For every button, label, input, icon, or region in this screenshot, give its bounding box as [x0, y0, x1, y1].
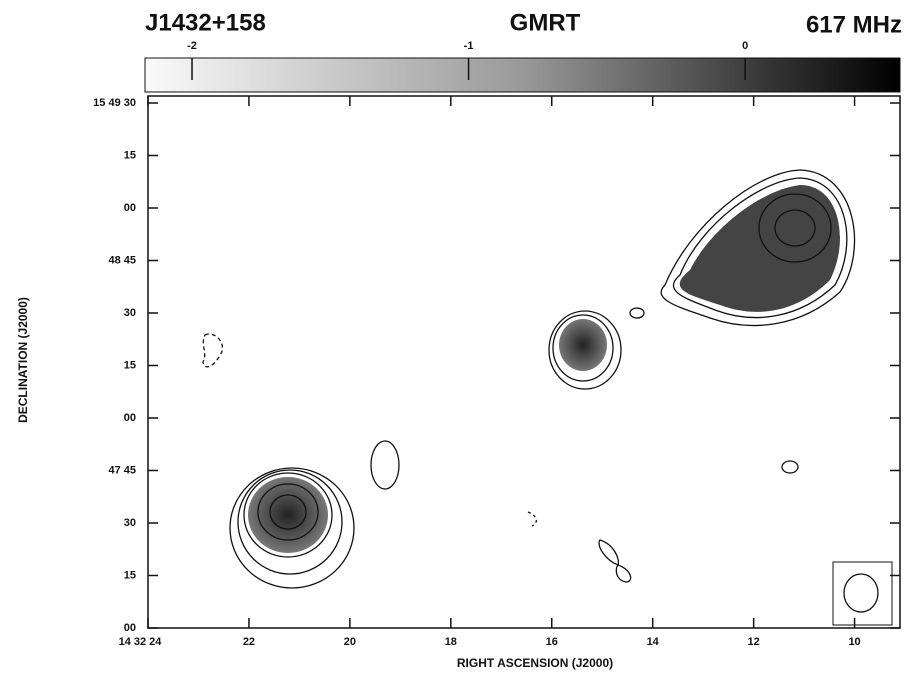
x-tick-label: 22 [243, 636, 255, 648]
colorbar-tick-label: -2 [187, 40, 197, 52]
y-tick-label: 15 49 30 [93, 97, 136, 109]
y-tick-label: 00 [124, 622, 136, 634]
y-tick-label: 47 45 [108, 464, 136, 476]
y-tick-label: 15 [124, 149, 136, 161]
y-tick-label: 00 [124, 412, 136, 424]
y-tick-label: 15 [124, 359, 136, 371]
x-tick-label: 16 [546, 636, 558, 648]
y-axis-label: DECLINATION (J2000) [16, 297, 30, 423]
y-tick-label: 30 [124, 517, 136, 529]
colorbar-tick-label: -1 [464, 40, 474, 52]
title-center: GMRT [510, 9, 581, 36]
x-axis-label: RIGHT ASCENSION (J2000) [457, 656, 613, 670]
colorbar [144, 57, 901, 93]
x-tick-label: 10 [848, 636, 860, 648]
y-tick-label: 48 45 [108, 254, 136, 266]
contours [202, 169, 893, 626]
x-tick-label: 14 [647, 636, 660, 648]
x-tick-label: 12 [748, 636, 760, 648]
title-left: J1432+158 [145, 9, 266, 36]
x-tick-label: 20 [344, 636, 356, 648]
y-tick-label: 15 [124, 569, 136, 581]
x-tick-label: 14 32 24 [119, 636, 163, 648]
plot-frame [147, 95, 901, 629]
x-tick-label: 18 [445, 636, 457, 648]
y-tick-label: 30 [124, 307, 136, 319]
y-tick-label: 00 [124, 202, 136, 214]
title-right: 617 MHz [806, 11, 902, 38]
colorbar-tick-label: 0 [742, 40, 748, 52]
